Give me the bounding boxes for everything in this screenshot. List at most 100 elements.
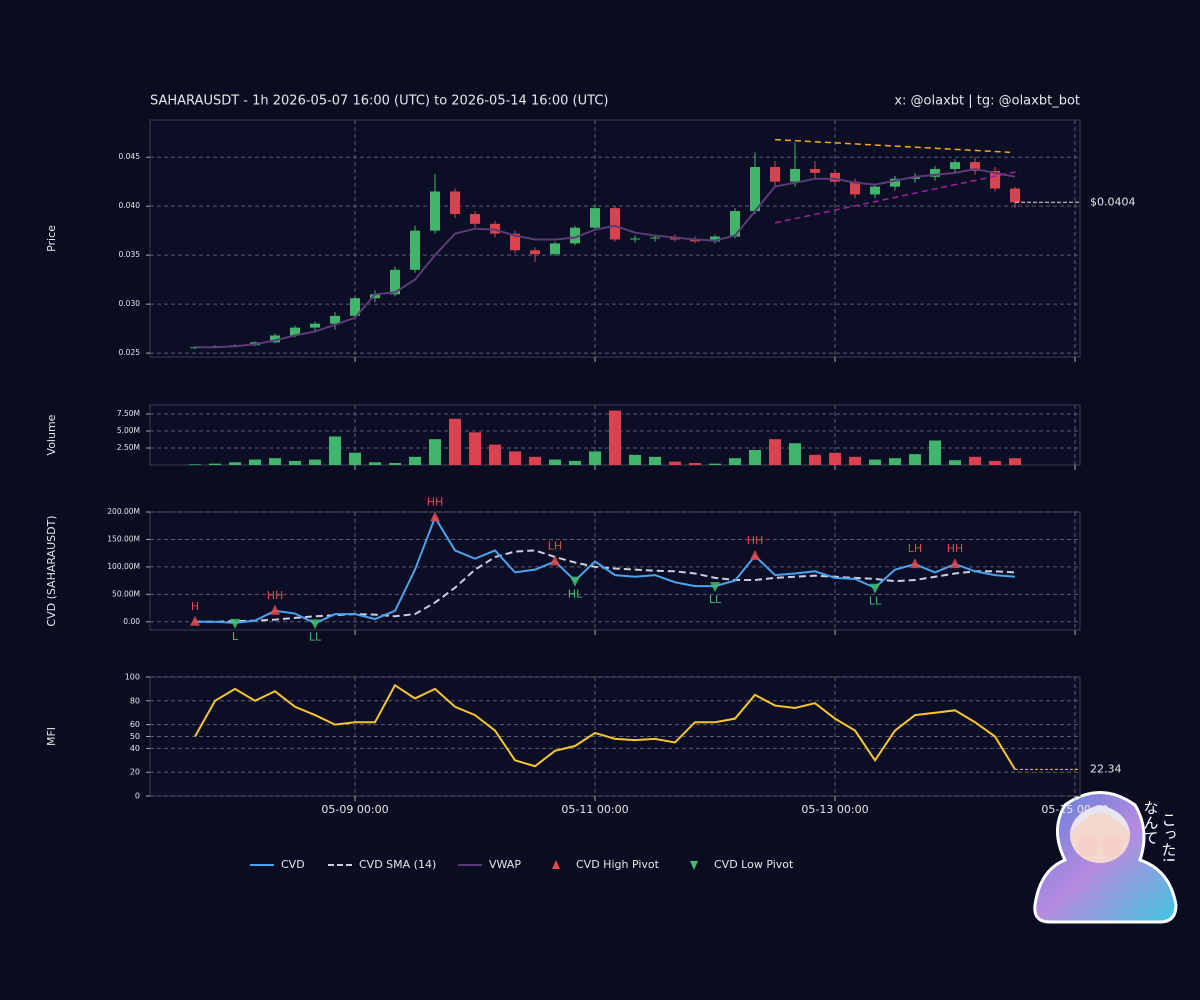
volume-bar <box>889 458 901 465</box>
volume-bar <box>589 451 601 465</box>
pivot-marker <box>310 619 320 630</box>
volume-bar <box>709 463 721 465</box>
y-tick-label: 150.00M <box>107 534 140 543</box>
pivot-marker <box>870 583 880 594</box>
y-axis-label: MFI <box>45 727 58 746</box>
volume-bar <box>649 456 661 465</box>
pivot-label: HH <box>427 495 444 508</box>
y-tick-label: 0.040 <box>119 201 141 210</box>
candle-body <box>990 170 1000 189</box>
pivot-label: LH <box>548 539 562 552</box>
volume-bar <box>849 456 861 465</box>
volume-bar <box>409 456 421 465</box>
legend-label: VWAP <box>489 858 521 871</box>
candle-body <box>450 191 460 215</box>
volume-bar <box>429 439 441 465</box>
candle-body <box>270 335 280 343</box>
volume-bar <box>1009 458 1021 465</box>
y-tick-label: 0 <box>135 792 140 801</box>
candle-body <box>530 250 540 255</box>
y-tick-label: 0.030 <box>119 299 141 308</box>
candle-body <box>430 191 440 231</box>
y-tick-label: 60 <box>130 720 140 729</box>
legend-label: CVD High Pivot <box>576 858 660 871</box>
series-line <box>195 167 1016 349</box>
candle-body <box>730 211 740 237</box>
candle-body <box>390 269 400 295</box>
pivot-label: H <box>191 600 199 613</box>
candle-body <box>970 162 980 171</box>
x-tick-label: 05-09 00:00 <box>321 803 388 816</box>
volume-bar <box>729 458 741 465</box>
volume-bar <box>549 459 561 465</box>
x-tick-label: 05-11 00:00 <box>561 803 628 816</box>
pivot-label: HH <box>267 589 284 602</box>
last-price-label: $0.0404 <box>1090 195 1136 208</box>
candle-body <box>850 181 860 195</box>
candle-body <box>370 294 380 299</box>
volume-bar <box>869 459 881 465</box>
candle-body <box>510 233 520 251</box>
candle-body <box>830 172 840 182</box>
volume-bar <box>249 459 261 465</box>
y-tick-label: 7.50M <box>117 409 140 418</box>
sticker: なんて こった! <box>1033 791 1178 924</box>
y-tick-label: 40 <box>130 744 140 753</box>
volume-bar <box>389 462 401 465</box>
y-tick-label: 50.00M <box>112 589 140 598</box>
pivot-label: LH <box>908 542 922 555</box>
pivot-marker <box>950 558 960 569</box>
volume-bar <box>989 460 1001 465</box>
pivot-marker <box>230 618 240 629</box>
volume-bar <box>469 432 481 465</box>
volume-bar <box>949 460 961 465</box>
y-axis-label: Volume <box>45 414 58 455</box>
candle-body <box>1010 188 1020 203</box>
candle-body <box>350 298 360 316</box>
candle-body <box>310 323 320 328</box>
candle-body <box>750 167 760 212</box>
candle-body <box>590 208 600 228</box>
candle-body <box>890 178 900 187</box>
y-tick-label: 0.025 <box>119 348 141 357</box>
credit: x: @olaxbt | tg: @olaxbt_bot <box>894 94 1080 109</box>
legend-label: CVD SMA (14) <box>359 858 436 871</box>
y-tick-label: 100.00M <box>107 562 140 571</box>
y-tick-label: 5.00M <box>117 426 140 435</box>
legend-swatch <box>552 860 560 869</box>
candle-body <box>870 186 880 195</box>
candle-body <box>710 236 720 242</box>
volume-bar <box>509 451 521 465</box>
legend-label: CVD Low Pivot <box>714 858 794 871</box>
candle-body <box>810 168 820 173</box>
volume-bar <box>349 452 361 465</box>
volume-bar <box>809 454 821 465</box>
pivot-marker <box>270 604 280 615</box>
candle-body <box>330 315 340 324</box>
pivot-marker <box>710 582 720 593</box>
volume-bar <box>769 439 781 465</box>
sticker-text: なんて <box>1142 800 1160 845</box>
volume-bar <box>629 454 641 465</box>
chart-title: SAHARAUSDT - 1h 2026-05-07 16:00 (UTC) t… <box>150 94 608 109</box>
volume-bar <box>909 454 921 465</box>
candle-body <box>470 214 480 224</box>
pivot-label: L <box>232 630 239 643</box>
pivot-marker <box>570 576 580 587</box>
pivot-marker <box>910 558 920 569</box>
candle-body <box>770 167 780 182</box>
pivot-label: LL <box>709 593 722 606</box>
candle-body <box>930 168 940 177</box>
pivot-marker <box>430 511 440 522</box>
volume-bar <box>829 452 841 465</box>
candle-body <box>290 327 300 336</box>
y-axis-label: Price <box>45 225 58 252</box>
volume-bar <box>269 458 281 465</box>
x-tick-label: 05-15 00:00 <box>1041 803 1108 816</box>
candle-body <box>610 208 620 240</box>
volume-bar <box>369 462 381 465</box>
volume-bar <box>669 461 681 465</box>
legend: CVD CVD SMA (14) VWAP CVD High Pivot CVD Low… <box>250 858 794 871</box>
volume-bar <box>289 460 301 465</box>
